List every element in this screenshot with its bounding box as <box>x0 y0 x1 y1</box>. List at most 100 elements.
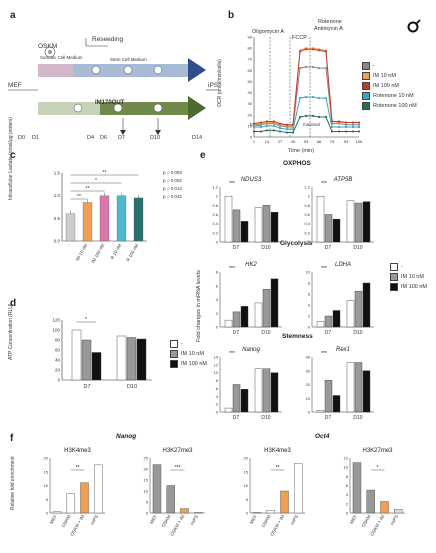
y-tick-label: 0.6 <box>304 212 310 217</box>
cell-icon <box>113 103 123 113</box>
legend-swatch <box>170 340 178 348</box>
bar <box>366 489 375 514</box>
x-tick-label: miPS <box>289 514 299 526</box>
data-point <box>291 128 295 131</box>
data-point <box>317 67 321 70</box>
bar <box>324 380 333 413</box>
y-tick-label: 80 <box>55 338 61 343</box>
bar <box>280 490 289 514</box>
glycolysis-title: Glycolysis <box>280 240 313 247</box>
stem-medium-bar <box>38 64 188 77</box>
data-point <box>317 97 321 100</box>
panel-f-letter: f <box>10 433 14 444</box>
y-tick-label: 2 <box>308 314 311 319</box>
y-tick-label: 0 <box>146 511 149 516</box>
cell-icon <box>73 103 83 113</box>
bar <box>99 195 110 242</box>
data-point <box>344 130 348 133</box>
data-point <box>265 120 269 123</box>
sig-marker: *** <box>321 181 327 187</box>
mrna-bar-charts: NDUS3 0 0.2 0.4 0.6 0.8 1 1.2 D7 D10 *** ATP5B 0 0.2 0… <box>212 177 374 421</box>
somatic-medium-label: Somatic Cell Medium <box>40 55 83 60</box>
y-tick-label: 60 <box>55 348 61 353</box>
x-tick-label: D10 <box>353 245 362 251</box>
ips-label: iPS <box>208 82 219 89</box>
data-point <box>298 97 302 100</box>
bar <box>262 288 271 328</box>
data-point <box>357 125 361 129</box>
y-tick-label: 4 <box>308 303 311 308</box>
y-tick-label: 8 <box>346 474 349 479</box>
data-point <box>344 121 348 124</box>
x-tick-label: D7 <box>325 245 332 251</box>
lactate-pvalues: p = 0.003 p = 0.002 p = 0.014 p = 0.042 <box>163 170 182 202</box>
bar <box>166 485 175 514</box>
bar <box>262 205 271 243</box>
sig-marker: * <box>85 317 87 323</box>
data-point <box>311 114 315 117</box>
legend-swatch <box>362 92 370 100</box>
legend-swatch <box>362 102 370 110</box>
mrna-legend: - IM 10 nM IM 100 nM <box>390 263 427 293</box>
legend-label: Rotenone 10 nM <box>373 93 414 99</box>
histone-mark-title: H3K27me3 <box>362 448 393 454</box>
sig-marker: *** <box>229 181 235 187</box>
y-tick-label: 10 <box>248 123 253 128</box>
legend-entry: - <box>390 263 427 271</box>
data-point <box>344 125 348 129</box>
legend-swatch <box>170 350 178 358</box>
bar <box>354 291 363 328</box>
x-tick-label: MEF <box>149 514 158 525</box>
y-tick-label: 10 <box>44 483 49 488</box>
cell-icon <box>153 65 163 75</box>
y-tick-label: 1 <box>308 194 311 199</box>
legend-entry: Rotenone 10 nM <box>362 92 417 100</box>
bar <box>65 213 76 242</box>
x-tick-label: miPS <box>89 514 99 526</box>
x-tick-label: 79 <box>330 139 335 144</box>
bar <box>52 511 62 514</box>
bar <box>362 370 371 413</box>
bar <box>316 321 325 328</box>
y-tick-label: 0.0 <box>54 239 61 244</box>
atp-legend: - IM 10 nM IM 100 nM <box>170 340 207 370</box>
data-point <box>272 124 276 127</box>
gene-title: ATP5B <box>333 177 353 183</box>
ylabel-c: Intracellular Lactate (nmol/µg protein) <box>8 117 14 200</box>
x-tick-label: IM 100 nM <box>90 243 105 264</box>
cell-icon <box>91 65 101 75</box>
data-point <box>330 125 334 129</box>
y-tick-label: 6 <box>216 386 219 391</box>
panel-c-letter: c <box>10 150 16 161</box>
legend-label: IM 10 nM <box>373 73 396 79</box>
sig-marker: *** <box>175 465 181 471</box>
y-tick-label: 0.4 <box>212 221 218 226</box>
y-tick-label: 10 <box>306 396 311 401</box>
y-tick-label: 10 <box>244 483 249 488</box>
histone-mark-title: H3K4me3 <box>264 448 291 454</box>
ylabel-d: ATP Concentration (RLU) <box>8 303 14 360</box>
histone-mark-title: H3K27me3 <box>162 448 193 454</box>
x-tick-label: IM 10 nM <box>75 243 89 262</box>
data-point <box>259 121 263 124</box>
y-tick-label: 15 <box>144 478 149 483</box>
reseeding-arrow <box>85 38 108 47</box>
data-point <box>259 125 263 129</box>
journal-logo-icon <box>407 19 421 33</box>
maximal-label: maximal <box>303 122 320 127</box>
legend-label: IM 100 nM <box>181 361 207 367</box>
data-point <box>357 121 361 124</box>
x-tick-label: 27 <box>278 139 283 144</box>
ocr-legend: - IM 10 nM IM 100 nM Rotenone 10 nM Rotenone… <box>362 62 417 112</box>
bar <box>294 463 303 514</box>
rotenone-label: Rotenone <box>318 19 342 25</box>
data-point <box>278 130 282 133</box>
y-tick-label: 1.5 <box>54 171 61 176</box>
treatment-label: IM170OUT <box>95 100 125 106</box>
lactate-bar-chart: 0.0 0.5 1.0 1.5 - IM 10 nM IM 100 nM R 10 nM R 1… <box>54 170 147 264</box>
y-tick-label: 15 <box>44 469 49 474</box>
bar <box>224 195 233 243</box>
legend-swatch <box>362 82 370 90</box>
x-tick-label: OSKM <box>361 514 372 528</box>
x-tick-label: D7 <box>325 415 332 421</box>
